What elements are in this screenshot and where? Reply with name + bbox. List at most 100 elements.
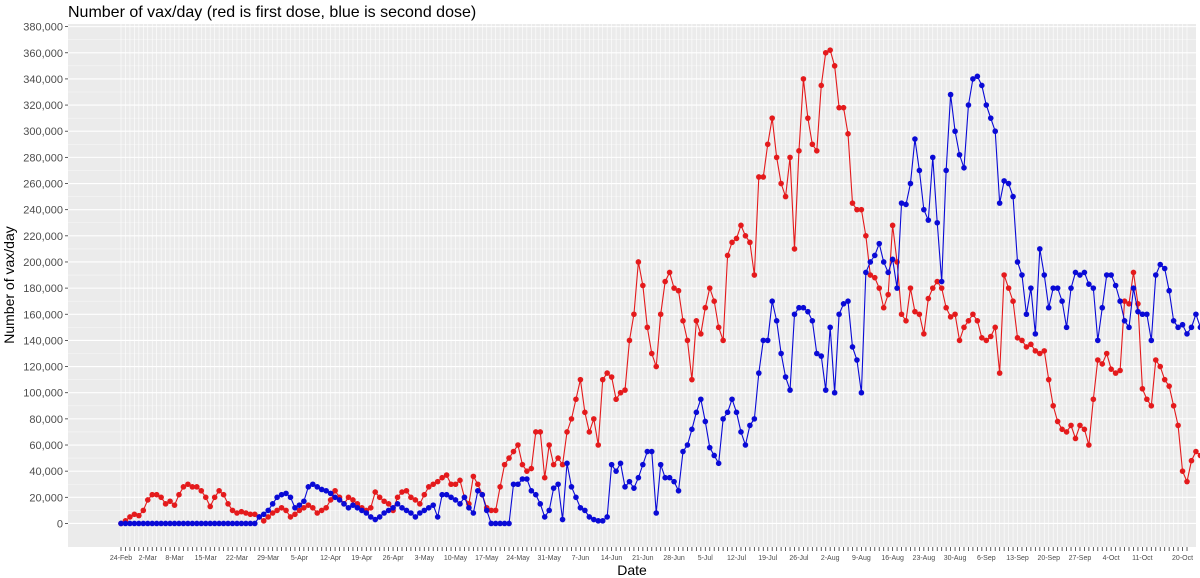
- data-point: [555, 481, 561, 488]
- data-point: [961, 165, 967, 171]
- x-tick-label: 26-Apr: [383, 555, 405, 562]
- data-point: [974, 318, 981, 324]
- data-point: [488, 520, 495, 527]
- data-point: [260, 518, 267, 524]
- data-point: [127, 520, 133, 527]
- data-point: [1175, 422, 1181, 429]
- data-point: [510, 481, 517, 488]
- data-point: [1166, 287, 1172, 294]
- data-point: [961, 324, 967, 331]
- data-point: [341, 501, 347, 507]
- data-point: [408, 494, 414, 501]
- data-point: [229, 520, 236, 527]
- data-point: [252, 511, 258, 518]
- data-point: [153, 520, 160, 527]
- data-point: [586, 514, 593, 520]
- data-point: [929, 154, 936, 161]
- data-point: [350, 497, 356, 503]
- data-point: [684, 442, 691, 448]
- data-point: [412, 514, 419, 520]
- data-point: [662, 474, 668, 481]
- data-point: [381, 510, 387, 516]
- data-point: [756, 370, 762, 376]
- x-tick-label: 12-Apr: [320, 555, 342, 562]
- data-point: [497, 484, 503, 490]
- data-point: [943, 304, 949, 311]
- data-point: [185, 520, 191, 527]
- data-point: [220, 491, 227, 498]
- data-point: [247, 520, 254, 527]
- data-point: [671, 478, 677, 485]
- data-point: [1184, 331, 1190, 337]
- x-tick-label: 19-Apr: [351, 555, 373, 562]
- data-point: [1086, 281, 1092, 287]
- data-point: [452, 481, 459, 488]
- data-point: [327, 490, 334, 497]
- data-point: [510, 448, 517, 455]
- x-tick-label: 10-May: [444, 555, 468, 562]
- data-point: [220, 520, 227, 527]
- data-point: [470, 473, 477, 480]
- data-point: [564, 429, 570, 435]
- data-point: [537, 501, 544, 507]
- data-point: [1094, 357, 1101, 363]
- data-point: [430, 481, 437, 488]
- data-point: [243, 520, 249, 527]
- chart-title: Number of vax/day (red is first dose, bl…: [68, 4, 476, 21]
- data-point: [1028, 341, 1034, 348]
- data-point: [983, 102, 990, 108]
- data-point: [965, 102, 972, 108]
- data-point: [305, 502, 312, 508]
- x-tick-label: 30-Aug: [944, 555, 967, 562]
- data-point: [845, 298, 851, 304]
- x-tick-label: 11-Oct: [1132, 555, 1153, 562]
- data-point: [729, 396, 735, 403]
- data-point: [889, 256, 896, 263]
- data-point: [1126, 301, 1132, 307]
- data-point: [1108, 366, 1114, 372]
- data-point: [537, 429, 544, 435]
- data-point: [947, 314, 954, 320]
- data-point: [301, 498, 307, 505]
- data-point: [1050, 285, 1056, 291]
- data-point: [176, 491, 182, 498]
- data-point: [640, 461, 646, 468]
- x-tick-label: 5-Jul: [698, 555, 714, 562]
- data-point: [1037, 246, 1043, 252]
- data-point: [599, 376, 606, 383]
- data-point: [394, 501, 401, 507]
- data-point: [1019, 337, 1025, 344]
- data-point: [439, 474, 445, 481]
- data-point: [287, 494, 294, 501]
- data-point: [631, 311, 637, 318]
- data-point: [805, 308, 811, 315]
- data-point: [421, 491, 428, 498]
- data-point: [693, 318, 700, 324]
- data-point: [140, 520, 147, 527]
- x-tick-label: 16-Aug: [881, 555, 904, 562]
- data-point: [840, 104, 847, 111]
- data-point: [515, 442, 521, 448]
- data-point: [1072, 435, 1079, 442]
- data-point: [488, 507, 495, 514]
- data-point: [305, 484, 312, 490]
- y-tick-label: 360,000: [23, 48, 63, 60]
- x-tick-label: 17-May: [475, 555, 499, 562]
- data-point: [1099, 361, 1106, 367]
- data-point: [751, 416, 758, 422]
- data-point: [956, 151, 963, 158]
- data-point: [666, 269, 673, 276]
- data-point: [292, 511, 298, 518]
- data-point: [559, 516, 566, 523]
- data-point: [800, 304, 807, 311]
- grid-lines: [68, 24, 1196, 547]
- data-point: [1010, 193, 1016, 200]
- data-point: [247, 511, 254, 518]
- y-tick-label: 240,000: [23, 205, 63, 217]
- data-point: [898, 200, 905, 206]
- data-point: [1054, 418, 1061, 425]
- data-point: [617, 389, 624, 396]
- data-point: [1126, 324, 1132, 331]
- data-point: [573, 396, 579, 403]
- data-point: [211, 494, 218, 501]
